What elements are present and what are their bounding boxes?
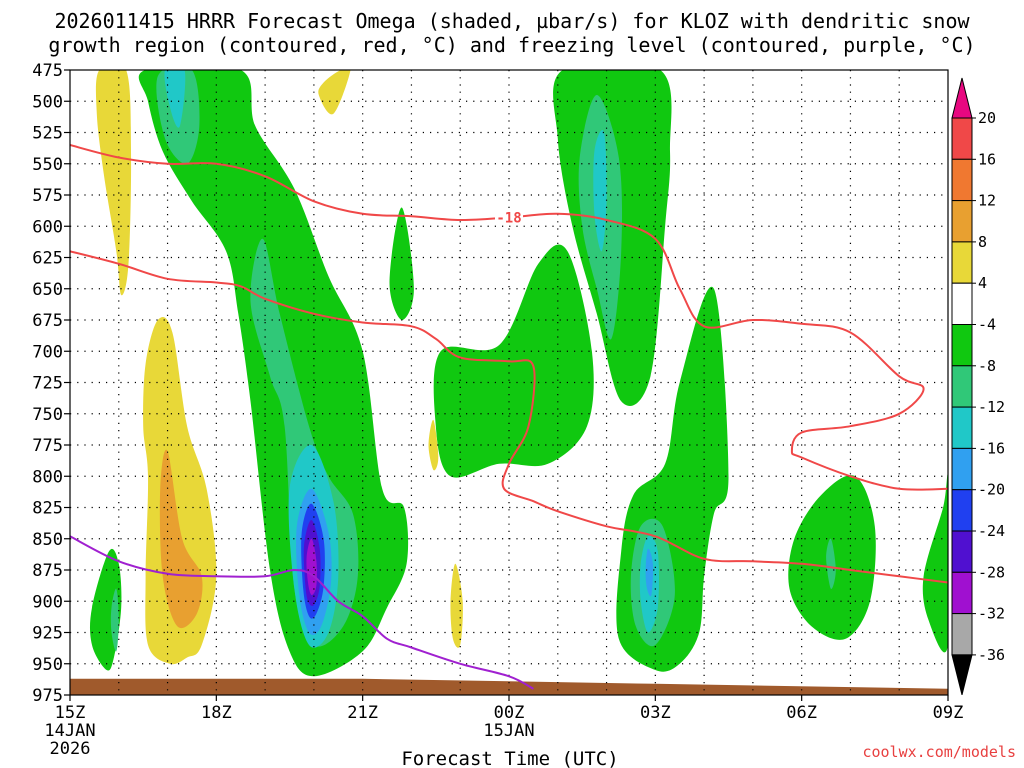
colorbar-swatch (951, 406, 973, 449)
colorbar-swatch (951, 324, 973, 367)
colorbar: 20 16 12 8 4 -4 -8 -12 -16 -20 -24 -28 -32 -36 (951, 77, 1005, 696)
colorbar-tick-label: -36 (978, 646, 1005, 664)
y-tick-label: 625 (32, 249, 63, 269)
y-tick-label: 700 (32, 342, 63, 362)
omega-region-12 (826, 538, 836, 590)
colorbar-swatch (951, 447, 973, 491)
dgz-contour-label: -18 (496, 211, 521, 227)
y-tick-label: 600 (32, 217, 63, 237)
chart-title-line1: 2026011415 HRRR Forecast Omega (shaded, … (54, 9, 970, 33)
colorbar-tick-label: 8 (978, 233, 987, 251)
y-tick-label: 825 (32, 499, 63, 519)
y-tick-label: 675 (32, 311, 63, 331)
freezing-level-contour (70, 535, 534, 690)
dgz-contour-0 (70, 144, 948, 491)
colorbar-tick-label: -28 (978, 563, 1005, 581)
x-tick-date: 15JAN (483, 721, 534, 741)
colorbar-tick-label: -8 (978, 357, 996, 375)
colorbar-tick-label: 12 (978, 192, 996, 210)
x-tick-label: 15Z (55, 703, 86, 723)
omega-region-14 (164, 70, 186, 128)
omega-region-6 (922, 474, 948, 653)
y-tick-label: 950 (32, 655, 63, 675)
x-tick-year: 2026 (50, 739, 91, 759)
omega-region-27 (450, 563, 463, 648)
x-tick-label: 21Z (347, 703, 378, 723)
omega-region-16 (593, 129, 607, 252)
colorbar-tick-label: 20 (978, 109, 996, 127)
colorbar-swatch (951, 158, 973, 202)
colorbar-top-arrow (951, 77, 973, 119)
omega-shading-layer (89, 70, 948, 677)
omega-region-28 (159, 449, 203, 629)
colorbar-swatch (951, 530, 973, 573)
colorbar-group: 20 16 12 8 4 -4 -8 -12 -16 -20 -24 -28 -32 -36 (951, 77, 1005, 696)
omega-region-24 (318, 70, 351, 115)
x-tick-label: 18Z (201, 703, 232, 723)
y-tick-label: 925 (32, 624, 63, 644)
colorbar-swatch (951, 282, 973, 326)
dgz-contour-1 (70, 250, 948, 584)
x-tick-label: 00Z (494, 703, 525, 723)
y-tick-label: 500 (32, 92, 63, 112)
x-tick-label: 03Z (640, 703, 671, 723)
omega-region-26 (428, 419, 439, 471)
colorbar-tick-label: -20 (978, 481, 1005, 499)
colorbar-tick-label: -24 (978, 522, 1005, 540)
colorbar-swatch (951, 613, 973, 656)
terrain-band (70, 678, 948, 695)
y-tick-label: 550 (32, 155, 63, 175)
colorbar-tick-label: -4 (978, 316, 996, 334)
colorbar-tick-label: -32 (978, 605, 1005, 623)
credit-text: coolwx.com/models (862, 743, 1016, 761)
omega-region-13 (110, 588, 119, 652)
x-tick-date: 14JAN (44, 721, 95, 741)
dgz-contour-label-bg (495, 208, 523, 225)
colorbar-swatch (951, 241, 973, 284)
terrain-layer (70, 678, 948, 695)
y-tick-label: 750 (32, 405, 63, 425)
y-tick-label: 875 (32, 561, 63, 581)
colorbar-swatch (951, 489, 973, 532)
colorbar-tick-label: 4 (978, 274, 987, 292)
colorbar-swatch (951, 200, 973, 243)
y-tick-label: 575 (32, 186, 63, 206)
omega-region-19 (645, 548, 654, 597)
x-tick-label: 06Z (786, 703, 817, 723)
y-tick-label: 725 (32, 374, 63, 394)
y-tick-label: 650 (32, 280, 63, 300)
chart-title-line2: growth region (contoured, red, °C) and f… (48, 33, 975, 57)
colorbar-tick-label: -12 (978, 398, 1005, 416)
x-axis-label: Forecast Time (UTC) (401, 748, 618, 768)
omega-region-23 (95, 70, 132, 296)
y-tick-label: 800 (32, 467, 63, 487)
x-tick-label: 09Z (933, 703, 964, 723)
y-tick-label: 775 (32, 436, 63, 456)
colorbar-bottom-arrow (951, 654, 973, 696)
y-axis-ticks: 475 500 525 550 575 600 625 650 675 700 725 750 775 8… (32, 61, 70, 706)
y-tick-label: 975 (32, 686, 63, 706)
colorbar-tick-label: 16 (978, 150, 996, 168)
y-tick-label: 475 (32, 61, 63, 81)
y-tick-label: 850 (32, 530, 63, 550)
contour-layer: -18 (70, 144, 948, 690)
y-tick-label: 900 (32, 592, 63, 612)
colorbar-tick-label: -16 (978, 439, 1005, 457)
colorbar-swatch (951, 365, 973, 408)
omega-region-3 (389, 207, 414, 321)
colorbar-swatch (951, 571, 973, 615)
colorbar-swatch (951, 117, 973, 160)
y-tick-label: 525 (32, 124, 63, 144)
